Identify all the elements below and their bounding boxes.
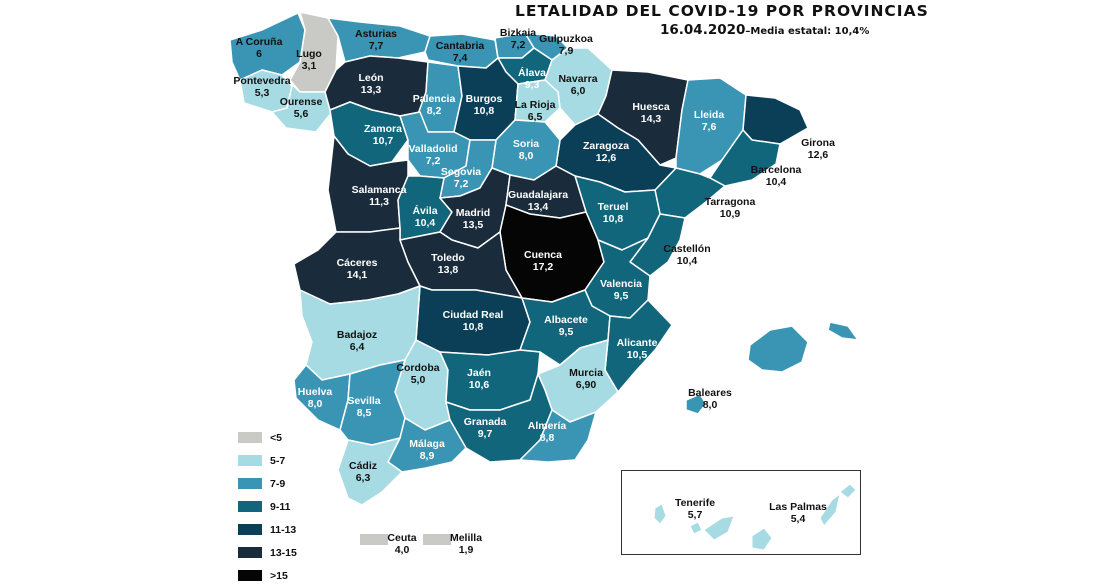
legend-item: 11-13 <box>238 518 297 541</box>
label-sevilla: Sevilla 8,5 <box>347 395 381 419</box>
island-lanzarote <box>839 483 857 499</box>
legend-item: 9-11 <box>238 495 297 518</box>
province-girona[interactable] <box>742 94 809 145</box>
label-ceuta: Ceuta 4,0 <box>387 532 417 556</box>
label-salamanca: Salamanca 11,3 <box>351 184 407 208</box>
label-huesca: Huesca 14,3 <box>632 101 670 125</box>
label-girona: Girona 12,6 <box>801 137 835 161</box>
island-fuerteventura <box>819 492 841 527</box>
label-navarra: Navarra 6,0 <box>558 73 598 97</box>
legend-swatch-11-13 <box>238 524 262 535</box>
label-huelva: Huelva 8,0 <box>297 386 333 410</box>
map-date-line: 16.04.2020–Media estatal: 10,4% <box>660 22 869 38</box>
province-a-coruna[interactable] <box>229 12 306 81</box>
province-asturias[interactable] <box>327 17 431 63</box>
label-jaen: Jaén 10,6 <box>467 367 491 391</box>
province-ourense[interactable] <box>271 74 333 133</box>
island-ibiza <box>685 393 707 415</box>
island-gran-canaria[interactable] <box>751 527 773 551</box>
melilla-swatch <box>423 534 451 545</box>
label-lugo: Lugo 3,1 <box>296 48 322 72</box>
label-avila: Ávila 10,4 <box>412 205 438 229</box>
legend-item: 13-15 <box>238 541 297 564</box>
legend-item: 7-9 <box>238 472 297 495</box>
legend-swatch-9-11 <box>238 501 262 512</box>
legend-swatch-lt5 <box>238 432 262 443</box>
label-barcelona: Barcelona 10,4 <box>750 164 802 188</box>
province-cadiz[interactable] <box>337 437 403 506</box>
canary-islands-inset <box>621 470 861 555</box>
legend-item: 5-7 <box>238 449 297 472</box>
label-a-coruna: A Coruña 6 <box>235 36 283 60</box>
label-pontevedra: Pontevedra 5,3 <box>233 75 291 99</box>
label-teruel: Teruel 10,8 <box>597 201 629 225</box>
label-valladolid: Valladolid 7,2 <box>408 143 458 167</box>
national-average: –Media estatal: 10,4% <box>745 26 870 37</box>
province-toledo[interactable] <box>399 231 523 299</box>
legend-swatch-13-15 <box>238 547 262 558</box>
label-toledo: Toledo 13,8 <box>431 252 465 276</box>
label-alava: Álava 9,3 <box>517 67 547 91</box>
label-ourense: Ourense 5,6 <box>279 96 323 120</box>
island-gomera <box>689 521 703 535</box>
label-murcia: Murcia 6,90 <box>569 367 603 391</box>
label-las-palmas: Las Palmas 5,4 <box>769 501 827 525</box>
spain-provinces-map <box>229 11 859 551</box>
label-cadiz: Cádiz 6,3 <box>348 460 378 484</box>
label-la-rioja: La Rioja 6,5 <box>514 99 556 123</box>
label-malaga: Málaga 8,9 <box>409 438 445 462</box>
label-bizkaia: Bizkaia 7,2 <box>499 27 537 51</box>
label-palencia: Palencia 8,2 <box>412 93 456 117</box>
label-castellon: Castellón 10,4 <box>663 243 711 267</box>
label-almeria: Almería 8,8 <box>527 420 567 444</box>
province-almeria[interactable] <box>519 409 597 463</box>
label-granada: Granada 9,7 <box>463 416 507 440</box>
label-valencia: Valencia 9,5 <box>599 278 643 302</box>
label-tarragona: Tarragona 10,9 <box>704 196 756 220</box>
legend-item: >15 <box>238 564 297 587</box>
label-ciudad-real: Ciudad Real 10,8 <box>442 309 504 333</box>
label-soria: Soria 8,0 <box>512 138 540 162</box>
island-tenerife[interactable] <box>703 515 735 541</box>
label-lleida: Lleida 7,6 <box>693 109 725 133</box>
label-alicante: Alicante 10,5 <box>616 337 658 361</box>
map-title: LETALIDAD DEL COVID-19 POR PROVINCIAS <box>515 2 929 20</box>
label-burgos: Burgos 10,8 <box>465 93 503 117</box>
legend-swatch-7-9 <box>238 478 262 489</box>
label-zamora: Zamora 10,7 <box>364 123 402 147</box>
label-albacete: Albacete 9,5 <box>544 314 588 338</box>
legend-item: <5 <box>238 426 297 449</box>
province-baleares[interactable] <box>747 325 809 373</box>
label-badajoz: Badajoz 6,4 <box>336 329 378 353</box>
island-menorca <box>827 321 859 341</box>
label-madrid: Madrid 13,5 <box>455 207 491 231</box>
label-cuenca: Cuenca 17,2 <box>524 249 562 273</box>
label-guadalajara: Guadalajara 13,4 <box>507 189 569 213</box>
label-cordoba: Cordoba 5,0 <box>396 362 440 386</box>
label-baleares: Baleares 8,0 <box>688 387 732 411</box>
label-melilla: Melilla 1,9 <box>449 532 483 556</box>
legend: <5 5-7 7-9 9-11 11-13 13-15 >15 <box>238 426 297 587</box>
label-zaragoza: Zaragoza 12,6 <box>582 140 630 164</box>
label-caceres: Cáceres 14,1 <box>336 257 378 281</box>
label-tenerife: Tenerife 5,7 <box>674 497 716 521</box>
island-la-palma <box>653 503 667 525</box>
label-cantabria: Cantabria 7,4 <box>435 40 485 64</box>
legend-swatch-gt15 <box>238 570 262 581</box>
ceuta-swatch <box>360 534 388 545</box>
label-leon: León 13,3 <box>358 72 384 96</box>
label-segovia: Segovia 7,2 <box>440 166 482 190</box>
province-barcelona[interactable] <box>709 129 781 187</box>
map-date: 16.04.2020 <box>660 22 746 38</box>
label-asturias: Asturias 7,7 <box>354 28 398 52</box>
legend-swatch-5-7 <box>238 455 262 466</box>
label-gipuzkoa: Gulpuzkoa 7,9 <box>539 33 593 57</box>
